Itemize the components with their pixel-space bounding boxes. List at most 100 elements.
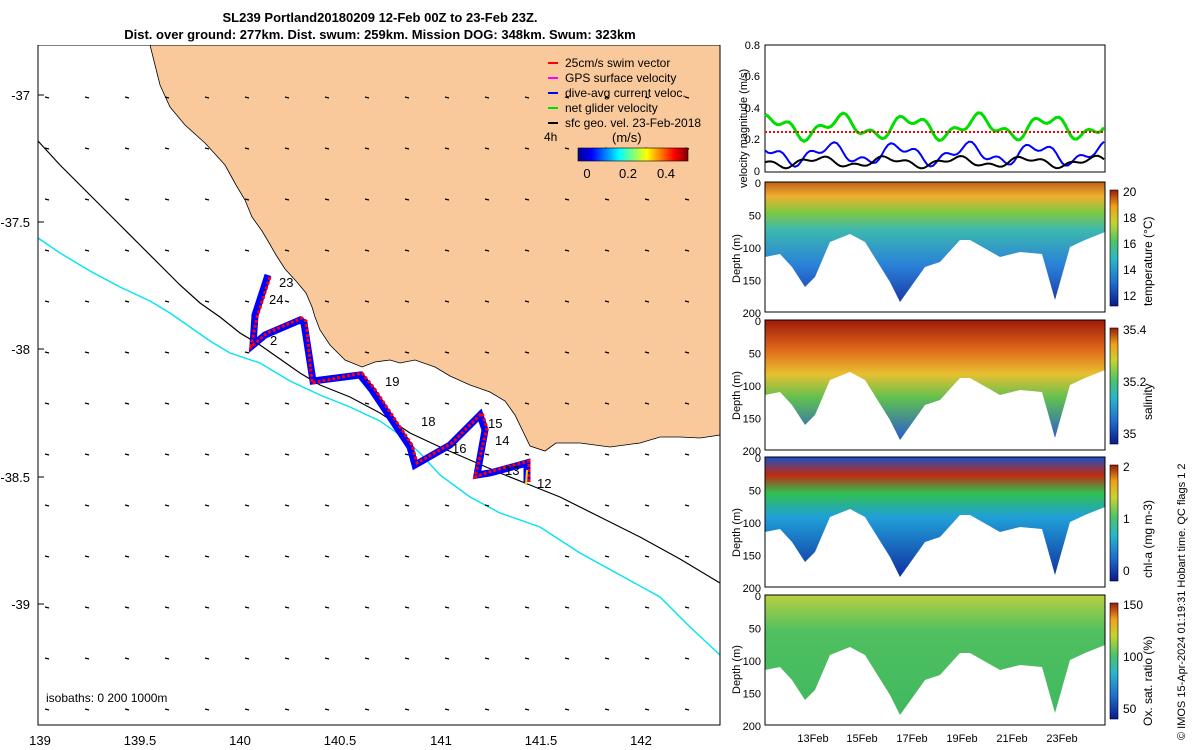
velocity-arrow bbox=[364, 249, 370, 252]
velocity-arrow bbox=[564, 147, 570, 150]
velocity-arrow bbox=[124, 249, 130, 252]
velocity-arrow bbox=[284, 657, 290, 660]
velocity-arrow bbox=[284, 453, 290, 456]
velocity-arrow bbox=[684, 402, 690, 405]
velocity-arrow bbox=[604, 249, 610, 252]
velocity-arrow bbox=[604, 657, 610, 660]
day-label: 12 bbox=[537, 476, 551, 491]
velocity-line bbox=[764, 140, 1105, 168]
velocity-arrow bbox=[204, 198, 210, 201]
velocity-arrow bbox=[604, 300, 610, 303]
depth-tick: 200 bbox=[743, 721, 761, 733]
map-legend: 25cm/s swim vector GPS surface velocity … bbox=[548, 56, 701, 130]
velocity-arrow bbox=[524, 147, 530, 150]
lat-tick: -38.5 bbox=[0, 470, 30, 485]
legend-geo-velocity: sfc geo. vel. 23-Feb-2018 bbox=[565, 116, 701, 130]
velocity-arrow bbox=[604, 453, 610, 456]
velocity-arrow bbox=[204, 402, 210, 405]
temperature-cbar-label: temperature (°C) bbox=[1141, 216, 1155, 307]
velocity-ytick: 0.2 bbox=[745, 134, 760, 146]
depth-tick: 150 bbox=[743, 551, 761, 563]
velocity-arrow bbox=[444, 504, 450, 507]
velocity-arrow bbox=[404, 300, 410, 303]
velocity-arrow bbox=[644, 606, 650, 609]
velocity-arrow bbox=[244, 606, 250, 609]
speed-colorbar bbox=[577, 147, 689, 162]
lat-tick: -37 bbox=[11, 88, 30, 103]
velocity-arrow bbox=[364, 96, 370, 99]
depth-tick: 50 bbox=[749, 349, 761, 361]
velocity-arrow bbox=[164, 657, 170, 660]
legend-net-velocity: net glider velocity bbox=[565, 101, 658, 115]
depth-tick: 200 bbox=[743, 308, 761, 320]
date-tick: 15Feb bbox=[846, 733, 877, 745]
velocity-arrow bbox=[244, 657, 250, 660]
colorbar-tick: 1 bbox=[1123, 512, 1130, 526]
velocity-arrow bbox=[524, 198, 530, 201]
velocity-panel-frame bbox=[764, 44, 1106, 173]
velocity-arrow bbox=[404, 504, 410, 507]
velocity-arrow bbox=[444, 708, 450, 711]
velocity-arrow bbox=[364, 606, 370, 609]
velocity-arrow bbox=[44, 147, 50, 150]
velocity-arrow bbox=[284, 198, 290, 201]
velocity-arrow bbox=[124, 300, 130, 303]
time-series-panels: 0 0.2 0.4 0.6 0.8 0501001502002018161412… bbox=[743, 40, 1147, 745]
colorbar-tick: 50 bbox=[1123, 702, 1137, 716]
depth-tick: 150 bbox=[743, 414, 761, 426]
velocity-arrow bbox=[124, 606, 130, 609]
lat-tick: -39 bbox=[11, 597, 30, 612]
velocity-arrow bbox=[164, 402, 170, 405]
velocity-arrow bbox=[684, 300, 690, 303]
glider-track-map: 23 24 2 19 18 15 14 16 13 12 -37 -37.5 -… bbox=[0, 45, 721, 748]
depth-tick: 100 bbox=[743, 656, 761, 668]
velocity-arrow bbox=[564, 402, 570, 405]
velocity-arrow bbox=[524, 504, 530, 507]
velocity-arrow bbox=[84, 453, 90, 456]
velocity-arrow bbox=[244, 96, 250, 99]
legend-current-velocity: dive-avg current veloc. bbox=[565, 86, 686, 100]
velocity-arrow bbox=[604, 504, 610, 507]
velocity-arrow bbox=[164, 453, 170, 456]
colorbar-tick: 100 bbox=[1123, 650, 1143, 664]
velocity-arrow bbox=[244, 453, 250, 456]
velocity-arrow bbox=[524, 657, 530, 660]
oxygen-curtain bbox=[765, 595, 1105, 715]
velocity-ytick: 0.8 bbox=[745, 40, 760, 52]
depth-tick: 50 bbox=[749, 211, 761, 223]
velocity-arrow bbox=[84, 147, 90, 150]
date-tick: 21Feb bbox=[996, 733, 1027, 745]
lon-tick: 142 bbox=[630, 733, 652, 748]
velocity-arrow bbox=[364, 300, 370, 303]
velocity-arrow bbox=[564, 198, 570, 201]
velocity-arrow bbox=[124, 504, 130, 507]
velocity-arrow bbox=[684, 555, 690, 558]
velocity-arrow bbox=[164, 249, 170, 252]
velocity-arrow bbox=[364, 402, 370, 405]
velocity-arrow bbox=[324, 402, 330, 405]
depth-tick: 100 bbox=[743, 518, 761, 530]
velocity-arrow bbox=[684, 708, 690, 711]
depth-tick: 100 bbox=[743, 381, 761, 393]
day-label: 18 bbox=[421, 414, 435, 429]
depth-label: Depth (m) bbox=[731, 508, 743, 557]
lon-tick: 141 bbox=[430, 733, 452, 748]
colorbar-unit: (m/s) bbox=[612, 130, 642, 145]
velocity-arrow bbox=[484, 657, 490, 660]
velocity-arrow bbox=[244, 708, 250, 711]
velocity-arrow bbox=[524, 96, 530, 99]
velocity-arrow bbox=[164, 504, 170, 507]
velocity-arrow bbox=[564, 351, 570, 354]
day-label: 16 bbox=[452, 441, 466, 456]
chla-panel-frame bbox=[764, 456, 1106, 588]
velocity-arrow bbox=[284, 300, 290, 303]
velocity-arrow bbox=[444, 300, 450, 303]
velocity-arrow bbox=[364, 657, 370, 660]
velocity-arrow bbox=[44, 657, 50, 660]
velocity-arrow bbox=[284, 402, 290, 405]
velocity-arrow bbox=[284, 504, 290, 507]
velocity-ylabel: velocity magnitude (m/s) bbox=[738, 68, 750, 188]
velocity-arrow bbox=[244, 555, 250, 558]
date-tick: 19Feb bbox=[946, 733, 977, 745]
velocity-arrow bbox=[604, 606, 610, 609]
